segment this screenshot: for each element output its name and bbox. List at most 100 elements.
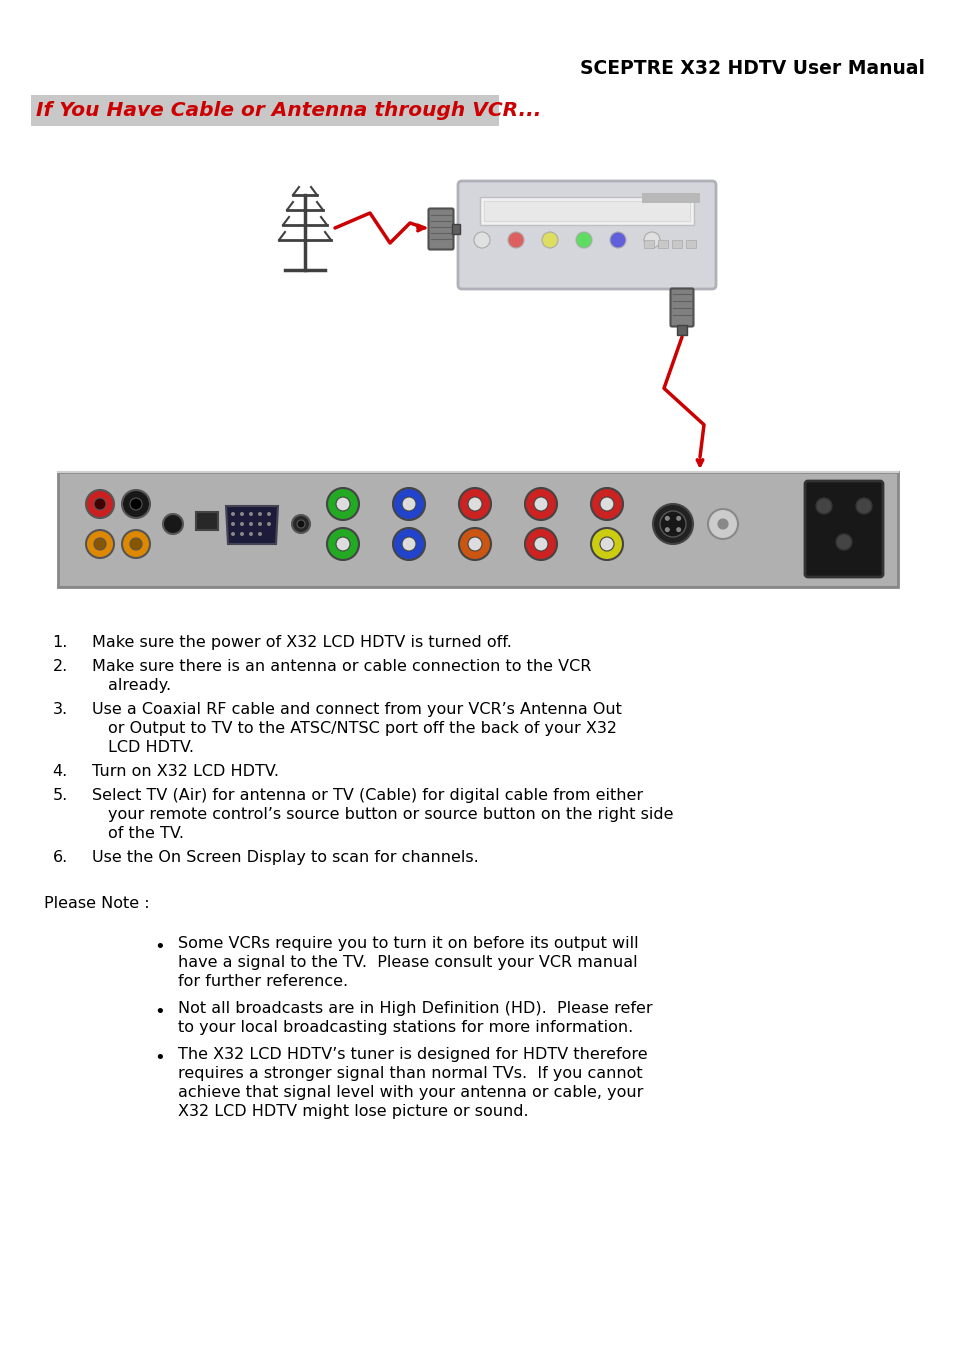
Circle shape (240, 533, 244, 537)
Polygon shape (226, 505, 277, 543)
Circle shape (240, 512, 244, 516)
Circle shape (659, 511, 685, 537)
Circle shape (231, 512, 234, 516)
Circle shape (855, 499, 871, 514)
Circle shape (534, 537, 547, 551)
Circle shape (130, 499, 142, 509)
Circle shape (249, 512, 253, 516)
Circle shape (231, 533, 234, 537)
Circle shape (664, 527, 669, 533)
Circle shape (335, 497, 350, 511)
Text: 1.: 1. (52, 635, 68, 650)
Bar (641, 192, 700, 203)
Circle shape (401, 497, 416, 511)
Circle shape (267, 522, 271, 526)
Text: requires a stronger signal than normal TVs.  If you cannot: requires a stronger signal than normal T… (178, 1066, 642, 1081)
Circle shape (257, 512, 262, 516)
Circle shape (163, 514, 183, 534)
Circle shape (130, 538, 142, 550)
Bar (643, 240, 654, 248)
Circle shape (249, 522, 253, 526)
Text: The X32 LCD HDTV’s tuner is designed for HDTV therefore: The X32 LCD HDTV’s tuner is designed for… (178, 1047, 647, 1062)
Circle shape (393, 488, 424, 520)
Circle shape (676, 527, 680, 533)
Text: Not all broadcasts are in High Definition (HD).  Please refer: Not all broadcasts are in High Definitio… (178, 1001, 652, 1016)
Text: Use a Coaxial RF cable and connect from your VCR’s Antenna Out: Use a Coaxial RF cable and connect from … (91, 702, 621, 717)
Circle shape (86, 530, 113, 558)
Text: SCEPTRE X32 HDTV User Manual: SCEPTRE X32 HDTV User Manual (579, 58, 924, 77)
Bar (30, 95, 498, 126)
Text: X32 LCD HDTV might lose picture or sound.: X32 LCD HDTV might lose picture or sound… (178, 1104, 528, 1119)
Circle shape (327, 488, 358, 520)
Text: to your local broadcasting stations for more information.: to your local broadcasting stations for … (178, 1020, 633, 1035)
Circle shape (393, 528, 424, 560)
Circle shape (401, 537, 416, 551)
Text: or Output to TV to the ATSC/NTSC port off the back of your X32: or Output to TV to the ATSC/NTSC port of… (108, 721, 617, 736)
Circle shape (707, 509, 738, 539)
Circle shape (257, 522, 262, 526)
Text: Turn on X32 LCD HDTV.: Turn on X32 LCD HDTV. (91, 764, 278, 779)
Circle shape (609, 232, 625, 248)
Text: 2.: 2. (52, 659, 68, 673)
Text: •: • (154, 1003, 165, 1022)
Circle shape (292, 515, 310, 533)
Text: Please Note :: Please Note : (44, 896, 150, 911)
Circle shape (815, 499, 831, 514)
Circle shape (599, 537, 614, 551)
Bar (671, 240, 681, 248)
Circle shape (524, 528, 557, 560)
Circle shape (257, 533, 262, 537)
Circle shape (86, 491, 113, 518)
Text: Make sure the power of X32 LCD HDTV is turned off.: Make sure the power of X32 LCD HDTV is t… (91, 635, 512, 650)
Text: 5.: 5. (52, 789, 68, 804)
Circle shape (652, 504, 692, 543)
Text: Select TV (Air) for antenna or TV (Cable) for digital cable from either: Select TV (Air) for antenna or TV (Cable… (91, 789, 642, 804)
Circle shape (590, 528, 622, 560)
Circle shape (94, 538, 106, 550)
Text: achieve that signal level with your antenna or cable, your: achieve that signal level with your ante… (178, 1085, 642, 1100)
Circle shape (327, 528, 358, 560)
Circle shape (267, 512, 271, 516)
FancyBboxPatch shape (670, 289, 693, 327)
Circle shape (541, 232, 558, 248)
Circle shape (590, 488, 622, 520)
Circle shape (249, 533, 253, 537)
Bar (483, 201, 689, 221)
Circle shape (835, 534, 851, 550)
FancyBboxPatch shape (428, 209, 453, 249)
Text: Use the On Screen Display to scan for channels.: Use the On Screen Display to scan for ch… (91, 850, 478, 864)
Circle shape (718, 519, 727, 528)
Bar (452, 224, 459, 234)
Text: 4.: 4. (52, 764, 68, 779)
Circle shape (335, 537, 350, 551)
Bar (677, 325, 686, 335)
Bar (685, 240, 696, 248)
Circle shape (524, 488, 557, 520)
Text: LCD HDTV.: LCD HDTV. (108, 740, 193, 755)
Circle shape (643, 232, 659, 248)
Circle shape (474, 232, 490, 248)
Bar (195, 512, 218, 530)
Circle shape (458, 528, 491, 560)
Circle shape (240, 522, 244, 526)
Circle shape (296, 520, 305, 528)
Circle shape (231, 522, 234, 526)
Circle shape (122, 530, 150, 558)
Circle shape (468, 537, 481, 551)
Bar (479, 196, 693, 225)
Circle shape (94, 499, 106, 509)
Text: of the TV.: of the TV. (108, 827, 184, 841)
Circle shape (576, 232, 592, 248)
Text: Some VCRs require you to turn it on before its output will: Some VCRs require you to turn it on befo… (178, 936, 638, 951)
Circle shape (507, 232, 523, 248)
Text: 3.: 3. (52, 702, 68, 717)
Text: 6.: 6. (52, 850, 68, 864)
Circle shape (599, 497, 614, 511)
Circle shape (676, 516, 680, 520)
Text: Make sure there is an antenna or cable connection to the VCR: Make sure there is an antenna or cable c… (91, 659, 591, 673)
Bar (58, 472, 897, 587)
FancyBboxPatch shape (804, 481, 882, 577)
Circle shape (664, 516, 669, 520)
Text: your remote control’s source button or source button on the right side: your remote control’s source button or s… (108, 808, 673, 822)
Text: have a signal to the TV.  Please consult your VCR manual: have a signal to the TV. Please consult … (178, 955, 637, 970)
